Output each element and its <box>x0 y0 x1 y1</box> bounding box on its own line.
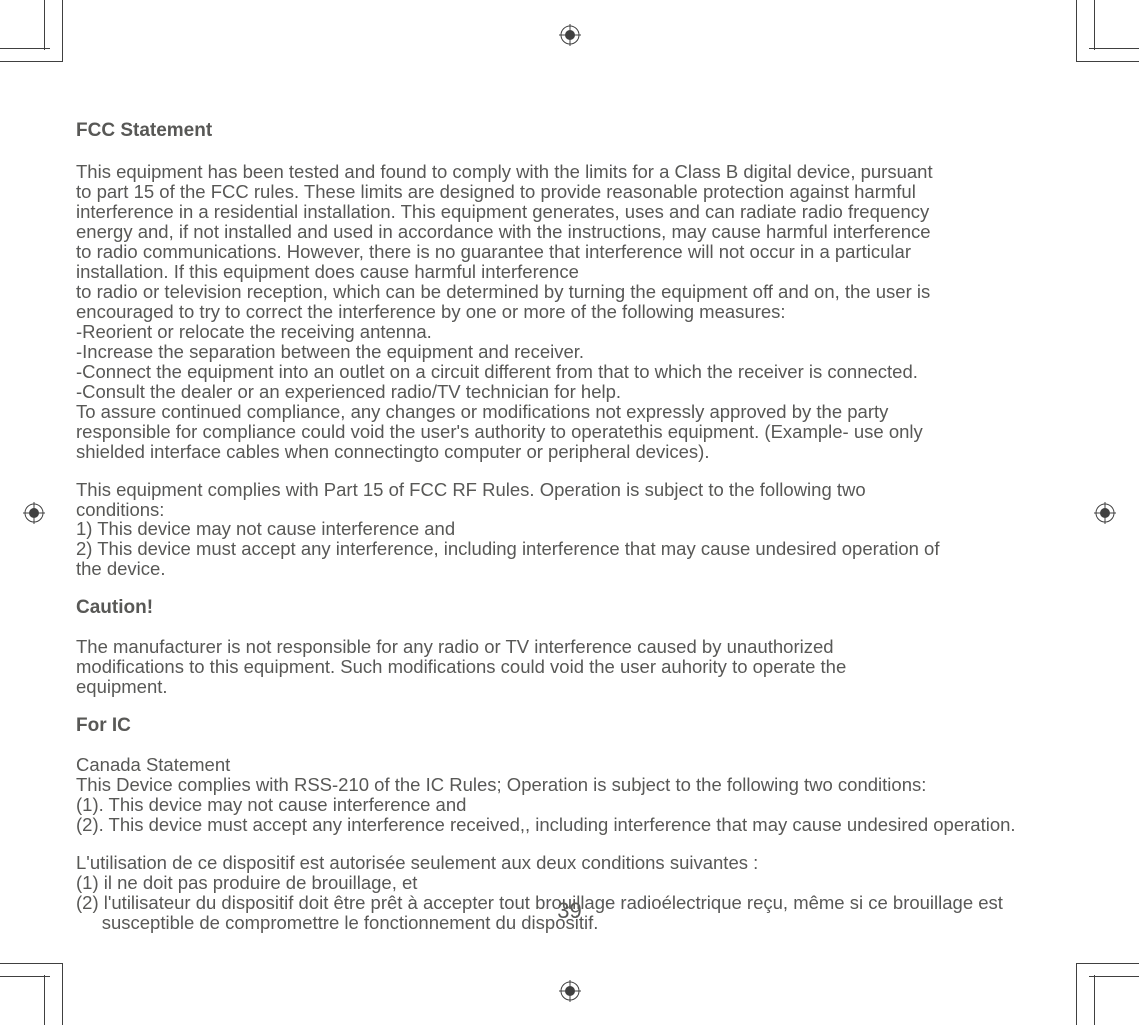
text-line: This equipment complies with Part 15 of … <box>76 480 1056 500</box>
text-line: the device. <box>76 559 1056 579</box>
crop-mark <box>44 975 45 1025</box>
text-line: To assure continued compliance, any chan… <box>76 402 1056 422</box>
text-line: conditions: <box>76 500 1056 520</box>
text-line: -Consult the dealer or an experienced ra… <box>76 382 1056 402</box>
text-line: shielded interface cables when connectin… <box>76 442 1056 462</box>
page-number: 39 <box>0 898 1139 924</box>
text-line: to radio communications. However, there … <box>76 242 1056 262</box>
crop-mark <box>1076 0 1077 62</box>
crop-mark <box>1094 975 1095 1025</box>
crop-mark <box>1076 963 1139 964</box>
crop-mark <box>0 963 63 964</box>
crop-mark <box>1076 963 1077 1025</box>
text-line: encouraged to try to correct the interfe… <box>76 302 1056 322</box>
crop-mark <box>1089 976 1139 977</box>
text-line: (1) il ne doit pas produire de brouillag… <box>76 873 1056 893</box>
text-line: L'utilisation de ce dispositif est autor… <box>76 853 1056 873</box>
fcc-heading: FCC Statement <box>76 120 1056 142</box>
registration-mark-icon <box>1094 502 1116 524</box>
crop-mark <box>0 48 50 49</box>
fcc-paragraph-1: This equipment has been tested and found… <box>76 162 1056 462</box>
text-line: energy and, if not installed and used in… <box>76 222 1056 242</box>
text-line: This equipment has been tested and found… <box>76 162 1056 182</box>
registration-mark-icon <box>559 980 581 1002</box>
text-line: 1) This device may not cause interferenc… <box>76 519 1056 539</box>
text-line: equipment. <box>76 677 1056 697</box>
page-content: FCC Statement This equipment has been te… <box>76 120 1056 951</box>
crop-mark <box>44 0 45 50</box>
text-line: to part 15 of the FCC rules. These limit… <box>76 182 1056 202</box>
registration-mark-icon <box>23 502 45 524</box>
crop-mark <box>1094 0 1095 50</box>
text-line: -Reorient or relocate the receiving ante… <box>76 322 1056 342</box>
text-line: The manufacturer is not responsible for … <box>76 637 1056 657</box>
text-line: (2). This device must accept any interfe… <box>76 815 1056 835</box>
crop-mark <box>62 0 63 62</box>
text-line: -Increase the separation between the equ… <box>76 342 1056 362</box>
ic-heading: For IC <box>76 715 1056 737</box>
crop-mark <box>0 61 63 62</box>
fcc-paragraph-2: This equipment complies with Part 15 of … <box>76 480 1056 580</box>
crop-mark <box>1076 61 1139 62</box>
caution-paragraph: The manufacturer is not responsible for … <box>76 637 1056 697</box>
text-line: responsible for compliance could void th… <box>76 422 1056 442</box>
crop-mark <box>0 976 50 977</box>
caution-heading: Caution! <box>76 597 1056 619</box>
text-line: Canada Statement <box>76 755 1056 775</box>
crop-mark <box>62 963 63 1025</box>
text-line: 2) This device must accept any interfere… <box>76 539 1056 559</box>
text-line: (1). This device may not cause interfere… <box>76 795 1056 815</box>
text-line: This Device complies with RSS-210 of the… <box>76 775 1056 795</box>
text-line: -Connect the equipment into an outlet on… <box>76 362 1056 382</box>
ic-paragraph-1: Canada Statement This Device complies wi… <box>76 755 1056 835</box>
crop-mark <box>1089 48 1139 49</box>
text-line: to radio or television reception, which … <box>76 282 1056 302</box>
text-line: interference in a residential installati… <box>76 202 1056 222</box>
registration-mark-icon <box>559 24 581 46</box>
text-line: modifications to this equipment. Such mo… <box>76 657 1056 677</box>
text-line: installation. If this equipment does cau… <box>76 262 1056 282</box>
